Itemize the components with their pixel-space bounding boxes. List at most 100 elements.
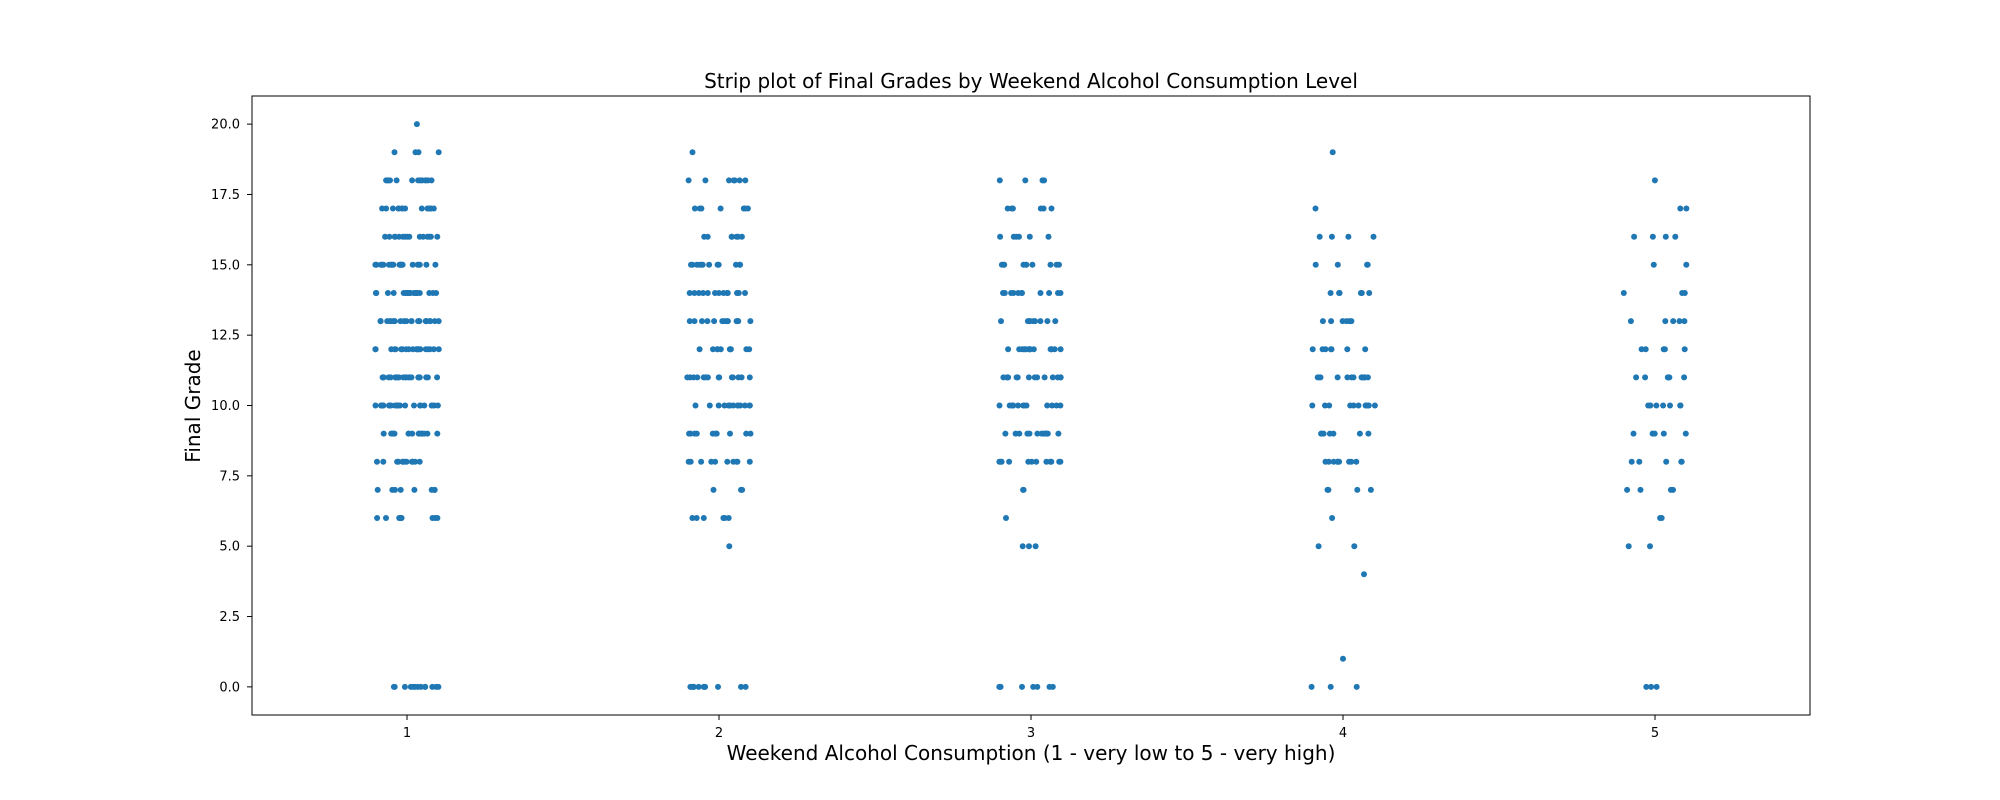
x-tick-label: 2 (715, 726, 723, 741)
data-point (1356, 430, 1363, 437)
data-point (1037, 205, 1044, 212)
data-point (1678, 458, 1685, 465)
data-point (1624, 486, 1631, 493)
data-point (1681, 346, 1688, 353)
data-point (1030, 683, 1037, 690)
data-point (423, 318, 430, 325)
data-point (1048, 346, 1055, 353)
x-axis-label: Weekend Alcohol Consumption (1 - very lo… (727, 741, 1336, 765)
data-point (409, 177, 416, 184)
data-point (1351, 543, 1358, 550)
data-point (435, 346, 442, 353)
data-point (1312, 205, 1319, 212)
data-point (399, 233, 406, 240)
data-point (685, 177, 692, 184)
data-point (1319, 318, 1326, 325)
data-point (1682, 430, 1689, 437)
data-point (392, 374, 399, 381)
x-axis-ticks: 1 2 3 4 5 (403, 715, 1659, 741)
data-point (688, 261, 694, 268)
data-point (401, 683, 408, 690)
data-point (402, 402, 409, 409)
data-point (409, 458, 416, 465)
data-point (996, 402, 1003, 409)
data-point (1358, 374, 1365, 381)
data-point (405, 430, 412, 437)
data-point (1667, 402, 1673, 409)
data-point (1677, 205, 1684, 212)
data-point (704, 290, 711, 296)
data-point (1001, 290, 1008, 296)
data-point (431, 318, 438, 325)
data-point (706, 402, 713, 409)
data-point (724, 290, 731, 296)
data-point (1006, 458, 1013, 465)
y-tick-label: 17.5 (211, 188, 240, 203)
data-point (1340, 655, 1346, 662)
data-point (1653, 683, 1660, 690)
data-point (733, 233, 740, 240)
data-point (434, 515, 441, 521)
data-point (715, 683, 721, 690)
data-point (1334, 458, 1341, 465)
data-point (1620, 290, 1627, 296)
data-point (429, 515, 436, 521)
data-point (391, 233, 398, 240)
data-point (380, 458, 387, 465)
data-point (374, 458, 380, 465)
data-point (687, 683, 694, 690)
data-point (1045, 233, 1052, 240)
data-point (408, 318, 415, 325)
data-point (1026, 233, 1033, 240)
data-point (434, 374, 441, 381)
data-point (730, 177, 737, 184)
data-point (422, 683, 429, 690)
data-point (729, 233, 735, 240)
data-point (415, 149, 422, 156)
data-point (708, 458, 715, 465)
data-point (719, 318, 726, 325)
data-point (729, 374, 736, 381)
data-point (1660, 430, 1667, 437)
data-point (711, 318, 718, 325)
data-point (411, 402, 417, 409)
data-point (1009, 205, 1016, 212)
y-axis-label: Final Grade (181, 349, 205, 462)
data-point (720, 515, 727, 521)
data-point (715, 374, 722, 381)
data-point (712, 290, 718, 296)
data-point (1057, 346, 1064, 353)
data-point (746, 374, 753, 381)
data-point (1667, 486, 1674, 493)
data-point (1029, 261, 1036, 268)
data-point (736, 177, 743, 184)
data-point (1010, 290, 1017, 296)
data-point (389, 486, 396, 493)
data-point (378, 402, 385, 409)
data-point (426, 233, 433, 240)
data-point (1043, 430, 1050, 437)
data-point (388, 402, 394, 409)
data-point (414, 261, 421, 268)
data-point (1327, 683, 1334, 690)
data-point (730, 458, 737, 465)
y-tick-label: 20.0 (211, 118, 240, 133)
data-point (1325, 458, 1332, 465)
data-point (1308, 683, 1315, 690)
data-point (1015, 402, 1022, 409)
plot-frame (251, 95, 1811, 716)
data-point (1354, 486, 1361, 493)
data-point (690, 374, 697, 381)
data-point (1052, 318, 1059, 325)
data-point (430, 290, 436, 296)
y-tick-label: 0.0 (219, 680, 240, 695)
data-point (383, 515, 389, 521)
data-point (1309, 402, 1316, 409)
data-point (1344, 346, 1351, 353)
data-point (1650, 261, 1657, 268)
data-point (704, 318, 711, 325)
data-point (702, 683, 709, 690)
data-point (691, 290, 698, 296)
data-point (1037, 318, 1044, 325)
data-point (416, 233, 423, 240)
